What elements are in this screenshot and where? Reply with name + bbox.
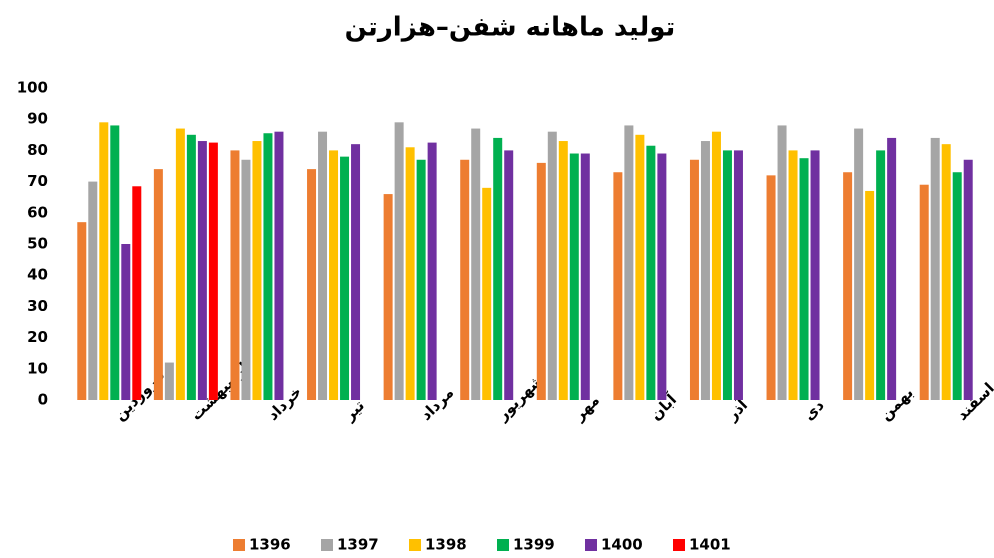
- legend-swatch: [321, 539, 333, 551]
- bar: [186, 134, 196, 401]
- bar: [405, 147, 415, 400]
- bar: [810, 150, 820, 400]
- y-tick-label: 70: [27, 172, 48, 190]
- bar: [733, 150, 743, 400]
- y-tick-label: 50: [27, 235, 48, 253]
- bar: [854, 128, 864, 400]
- bar: [383, 194, 393, 400]
- legend-label: 1399: [513, 536, 555, 554]
- y-tick-label: 90: [27, 110, 48, 128]
- legend-label: 1396: [249, 536, 291, 554]
- bar: [164, 362, 174, 400]
- bar: [569, 153, 579, 400]
- bar: [580, 153, 590, 400]
- bar: [952, 172, 962, 400]
- y-tick-label: 20: [27, 328, 48, 346]
- bar: [77, 222, 87, 400]
- bar: [132, 186, 142, 400]
- legend-swatch: [409, 539, 421, 551]
- bar: [536, 162, 546, 400]
- y-tick-label: 40: [27, 266, 48, 284]
- bar: [318, 131, 328, 400]
- bar: [624, 125, 634, 400]
- bar: [788, 150, 798, 400]
- bar: [635, 134, 645, 401]
- bar: [460, 159, 470, 400]
- bar: [482, 187, 492, 400]
- bar: [208, 142, 218, 400]
- x-tick-label: تیر: [340, 396, 368, 424]
- bar: [241, 159, 251, 400]
- bar: [394, 122, 404, 400]
- chart-title: تولید ماهانه شفن–هزارتن: [345, 13, 676, 43]
- legend-label: 1400: [601, 536, 643, 554]
- bar: [930, 137, 940, 401]
- bar: [799, 158, 809, 400]
- bar: [471, 128, 481, 400]
- bar: [121, 244, 131, 400]
- bar: [493, 137, 503, 401]
- legend-swatch: [585, 539, 597, 551]
- legend-label: 1401: [689, 536, 731, 554]
- y-tick-label: 60: [27, 203, 48, 221]
- bar: [876, 150, 886, 400]
- bar: [963, 159, 973, 400]
- bar: [646, 145, 656, 400]
- y-tick-label: 0: [38, 391, 48, 409]
- legend-swatch: [497, 539, 509, 551]
- legend-swatch: [673, 539, 685, 551]
- bar: [416, 159, 426, 400]
- bar: [613, 172, 623, 400]
- bar: [689, 159, 699, 400]
- bar: [887, 137, 897, 401]
- bar: [307, 169, 317, 400]
- bar: [919, 184, 929, 400]
- bar: [329, 150, 339, 400]
- legend-label: 1398: [425, 536, 467, 554]
- x-tick-label: دی: [800, 396, 828, 424]
- bar: [153, 169, 163, 400]
- bar: [427, 142, 437, 400]
- bar: [504, 150, 514, 400]
- bar: [110, 125, 120, 400]
- bar: [252, 141, 262, 401]
- y-tick-label: 80: [27, 141, 48, 159]
- bar: [722, 150, 732, 400]
- bar: [711, 131, 721, 400]
- bar: [351, 144, 361, 400]
- bar: [941, 144, 951, 400]
- bar: [99, 122, 109, 400]
- y-tick-label: 100: [17, 79, 48, 97]
- bar: [340, 156, 350, 400]
- bar: [777, 125, 787, 400]
- bar: [700, 141, 710, 401]
- y-tick-label: 10: [27, 359, 48, 377]
- legend-swatch: [233, 539, 245, 551]
- bar: [230, 150, 240, 400]
- bar: [558, 141, 568, 401]
- bar: [657, 153, 667, 400]
- bar: [197, 141, 207, 401]
- bar: [843, 172, 853, 400]
- bar: [547, 131, 557, 400]
- y-tick-label: 30: [27, 297, 48, 315]
- bar: [88, 181, 98, 400]
- bar: [175, 128, 185, 400]
- bar: [263, 133, 273, 401]
- legend-label: 1397: [337, 536, 379, 554]
- bar: [274, 131, 284, 400]
- bar: [865, 190, 875, 400]
- bar: [766, 175, 776, 400]
